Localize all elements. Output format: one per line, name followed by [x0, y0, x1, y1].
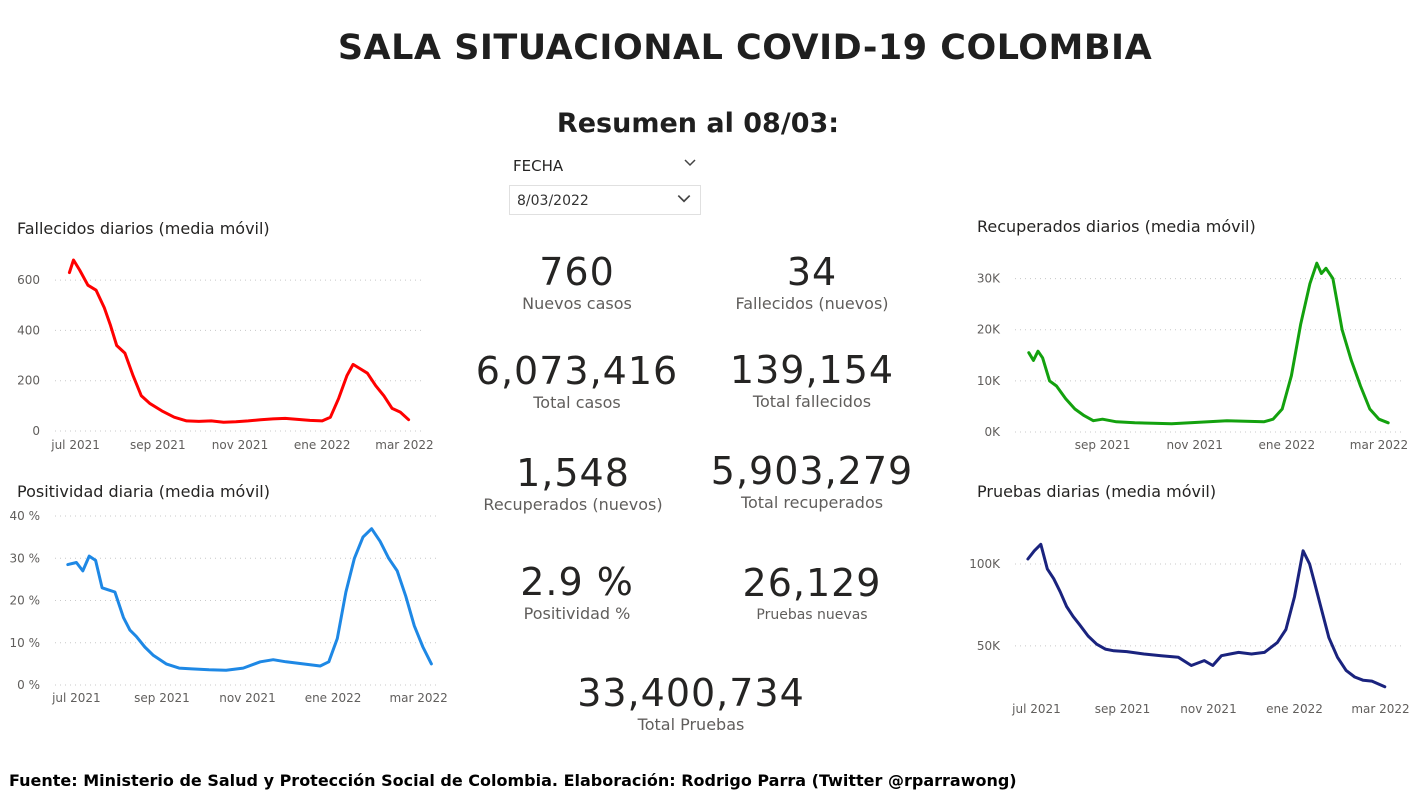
- kpi-label: Total fallecidos: [752, 392, 872, 411]
- kpi-value: 33,400,734: [577, 671, 805, 715]
- kpi-label: Nuevos casos: [522, 294, 632, 313]
- source-footer: Fuente: Ministerio de Salud y Protección…: [9, 771, 1017, 790]
- kpi-nuevos-casos: 760 Nuevos casos: [477, 250, 677, 314]
- x-tick-label: nov 2021: [219, 691, 275, 705]
- kpi-value: 760: [539, 250, 615, 294]
- kpi-label: Fallecidos (nuevos): [735, 294, 889, 313]
- x-tick-label: jul 2021: [1011, 702, 1061, 716]
- kpi-value: 1,548: [516, 451, 630, 495]
- kpi-total-fallecidos: 139,154 Total fallecidos: [692, 348, 932, 412]
- series-line: [1027, 261, 1390, 426]
- y-tick-label: 20 %: [10, 594, 40, 608]
- x-tick-label: ene 2022: [305, 691, 362, 705]
- positividad-chart-title: Positividad diaria (media móvil): [17, 482, 270, 501]
- y-tick-label: 200: [17, 374, 40, 388]
- kpi-label: Recuperados (nuevos): [483, 495, 663, 514]
- kpi-recuperados-nuevos: 1,548 Recuperados (nuevos): [453, 451, 693, 515]
- series-line: [66, 527, 433, 672]
- kpi-value: 26,129: [742, 561, 882, 605]
- kpi-positividad: 2.9 % Positividad %: [477, 560, 677, 624]
- kpi-total-pruebas: 33,400,734 Total Pruebas: [561, 671, 821, 735]
- y-tick-label: 600: [17, 273, 40, 287]
- x-tick-label: ene 2022: [1266, 702, 1323, 716]
- recuperados-chart: 0K 10K 20K 30K sep 2021 nov 2021 ene 2022 mar 2…: [977, 261, 1408, 452]
- pruebas-chart: 50K 100K jul 2021 sep 2021 nov 2021 ene 2022 m…: [970, 542, 1410, 716]
- x-tick-label: mar 2022: [1350, 438, 1408, 452]
- kpi-pruebas-nuevas: 26,129 Pruebas nuevas: [712, 561, 912, 625]
- x-tick-label: mar 2022: [375, 438, 433, 452]
- pruebas-chart-title: Pruebas diarias (media móvil): [977, 482, 1217, 501]
- kpi-label: Total Pruebas: [637, 715, 745, 734]
- y-tick-label: 50K: [977, 639, 1001, 653]
- kpi-value: 139,154: [729, 348, 895, 392]
- y-tick-label: 400: [17, 323, 40, 337]
- chevron-down-icon[interactable]: [676, 191, 692, 211]
- x-tick-label: sep 2021: [134, 691, 190, 705]
- x-tick-label: jul 2021: [51, 691, 101, 705]
- fallecidos-chart-title: Fallecidos diarios (media móvil): [17, 219, 270, 238]
- x-tick-label: sep 2021: [130, 438, 186, 452]
- x-tick-label: nov 2021: [212, 438, 268, 452]
- chevron-down-icon[interactable]: [683, 156, 697, 174]
- kpi-value: 2.9 %: [520, 560, 634, 604]
- y-tick-label: 100K: [970, 557, 1001, 571]
- x-tick-label: mar 2022: [389, 691, 447, 705]
- y-tick-label: 0K: [984, 425, 1001, 439]
- date-slicer-dropdown[interactable]: 8/03/2022: [509, 185, 701, 215]
- kpi-label: Positividad %: [523, 604, 631, 623]
- x-tick-label: nov 2021: [1166, 438, 1222, 452]
- y-tick-label: 30K: [977, 272, 1001, 286]
- y-tick-label: 30 %: [10, 551, 40, 565]
- x-tick-label: ene 2022: [294, 438, 351, 452]
- x-tick-label: sep 2021: [1075, 438, 1131, 452]
- kpi-label: Total recuperados: [740, 493, 884, 512]
- x-tick-label: nov 2021: [1180, 702, 1236, 716]
- y-tick-label: 0: [32, 424, 40, 438]
- kpi-total-recuperados: 5,903,279 Total recuperados: [682, 449, 942, 513]
- x-tick-label: sep 2021: [1095, 702, 1151, 716]
- series-line: [1026, 542, 1387, 689]
- y-tick-label: 0 %: [17, 678, 40, 692]
- kpi-value: 34: [786, 250, 838, 294]
- y-tick-label: 20K: [977, 323, 1001, 337]
- date-slicer-label: FECHA: [513, 157, 564, 175]
- kpi-value: 6,073,416: [475, 349, 679, 393]
- kpi-label: Total casos: [533, 393, 621, 412]
- recuperados-chart-title: Recuperados diarios (media móvil): [977, 217, 1256, 236]
- kpi-fallecidos-nuevos: 34 Fallecidos (nuevos): [712, 250, 912, 314]
- fallecidos-chart: 0 200 400 600 jul 2021 sep 2021 nov 2021 ene 20…: [17, 258, 434, 452]
- x-tick-label: mar 2022: [1351, 702, 1409, 716]
- kpi-value: 5,903,279: [710, 449, 914, 493]
- x-tick-label: ene 2022: [1258, 438, 1315, 452]
- y-tick-label: 10 %: [10, 636, 40, 650]
- y-tick-label: 40 %: [10, 509, 40, 523]
- series-line: [67, 258, 411, 424]
- page-title: SALA SITUACIONAL COVID-19 COLOMBIA: [337, 28, 1153, 68]
- kpi-label: Pruebas nuevas: [756, 607, 868, 623]
- date-slicer-value: 8/03/2022: [517, 193, 589, 209]
- summary-subtitle: Resumen al 08/03:: [556, 108, 840, 139]
- x-tick-label: jul 2021: [50, 438, 100, 452]
- kpi-total-casos: 6,073,416 Total casos: [457, 349, 697, 413]
- y-tick-label: 10K: [977, 374, 1001, 388]
- positividad-chart: 0 % 10 % 20 % 30 % 40 % jul 2021 sep 2021 nov 2…: [10, 509, 448, 705]
